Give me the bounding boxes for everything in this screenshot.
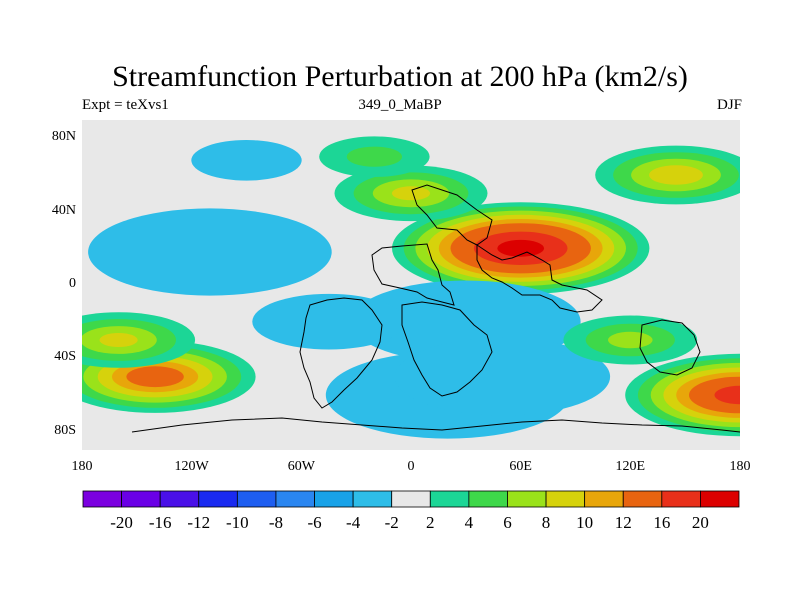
coastline-africa: [401, 301, 493, 397]
colorbar-label: -8: [269, 513, 283, 532]
colorbar-swatch: [82, 490, 122, 508]
map-plot: [82, 120, 740, 450]
contour-band: [608, 331, 653, 349]
colorbar-swatch: [429, 490, 470, 508]
colorbar: -20 -16 -12 -10 -8 -6 -4 -2 2 4 6 8 10 12 16 20: [82, 490, 740, 532]
coastline-greenland-europe: [411, 184, 493, 246]
colorbar-swatch: [468, 490, 508, 508]
lon-tick-label: 60W: [287, 459, 315, 474]
colorbar-swatch: [391, 490, 431, 508]
contour-band: [252, 293, 406, 350]
lat-tick-label: 40N: [51, 202, 76, 218]
colorbar-swatch: [314, 490, 354, 508]
subtitle-right: DJF: [716, 97, 742, 113]
colorbar-swatch: [622, 490, 663, 508]
colorbar-label: 20: [692, 513, 709, 532]
contour-fill-layer: [82, 136, 740, 439]
colorbar-label: -10: [226, 513, 249, 532]
lon-tick-label: 120W: [174, 459, 209, 474]
colorbar-swatch: [584, 490, 624, 508]
colorbar-swatch: [545, 490, 586, 508]
colorbar-label: -6: [307, 513, 321, 532]
lat-tick-label: 80S: [54, 422, 76, 438]
colorbar-label: 10: [576, 513, 593, 532]
colorbar-label: 4: [465, 513, 474, 532]
contour-band: [497, 239, 545, 257]
colorbar-swatch: [661, 490, 701, 508]
colorbar-label: 6: [503, 513, 512, 532]
colorbar-swatch: [236, 490, 277, 508]
lon-tick-label: 120E: [615, 459, 646, 474]
contour-band: [391, 186, 431, 201]
colorbar-label: -4: [346, 513, 361, 532]
colorbar-swatch: [700, 490, 740, 508]
lat-tick-label: 80N: [51, 129, 76, 145]
lon-tick-label: 0: [407, 459, 415, 474]
lon-tick-label: 180: [71, 459, 93, 474]
lat-tick-label: 40S: [54, 349, 76, 365]
colorbar-label: 16: [653, 513, 670, 532]
colorbar-label: 2: [426, 513, 435, 532]
colorbar-swatch: [352, 490, 393, 508]
subtitle-left: Expt = teXvs1: [82, 97, 169, 113]
lat-tick-label: 0: [69, 276, 76, 291]
colorbar-labels: -20 -16 -12 -10 -8 -6 -4 -2 2 4 6 8 10 12 16 20: [110, 513, 709, 532]
coastline-australia: [639, 319, 701, 376]
colorbar-label: -2: [385, 513, 399, 532]
colorbar-label: -20: [110, 513, 133, 532]
contour-band: [126, 366, 184, 388]
colorbar-swatch: [275, 490, 315, 508]
lon-tick-label: 180: [729, 459, 751, 474]
coastline-layer: [131, 184, 740, 433]
colorbar-swatch: [507, 490, 547, 508]
colorbar-label: 8: [542, 513, 551, 532]
coastline-asia: [476, 244, 603, 313]
colorbar-label: 12: [615, 513, 632, 532]
colorbar-swatch: [198, 490, 238, 508]
coastline-antarctica: [131, 417, 740, 433]
subtitle-center: 349_0_MaBP: [358, 97, 442, 113]
colorbar-swatch: [121, 490, 161, 508]
contour-band: [714, 385, 740, 405]
contour-band: [99, 333, 138, 347]
colorbar-swatches: [82, 490, 740, 508]
contour-band: [649, 165, 703, 185]
colorbar-label: -12: [187, 513, 210, 532]
contour-band: [394, 337, 611, 416]
lon-tick-label: 60E: [509, 459, 532, 474]
contour-band: [346, 146, 402, 167]
contour-band: [88, 208, 332, 296]
coastline-north-america: [371, 243, 455, 306]
chart-title: Streamfunction Perturbation at 200 hPa (…: [112, 60, 688, 93]
coastline-south-america: [299, 297, 383, 409]
colorbar-label: -16: [149, 513, 172, 532]
colorbar-swatch: [159, 490, 200, 508]
contour-band: [191, 140, 302, 181]
